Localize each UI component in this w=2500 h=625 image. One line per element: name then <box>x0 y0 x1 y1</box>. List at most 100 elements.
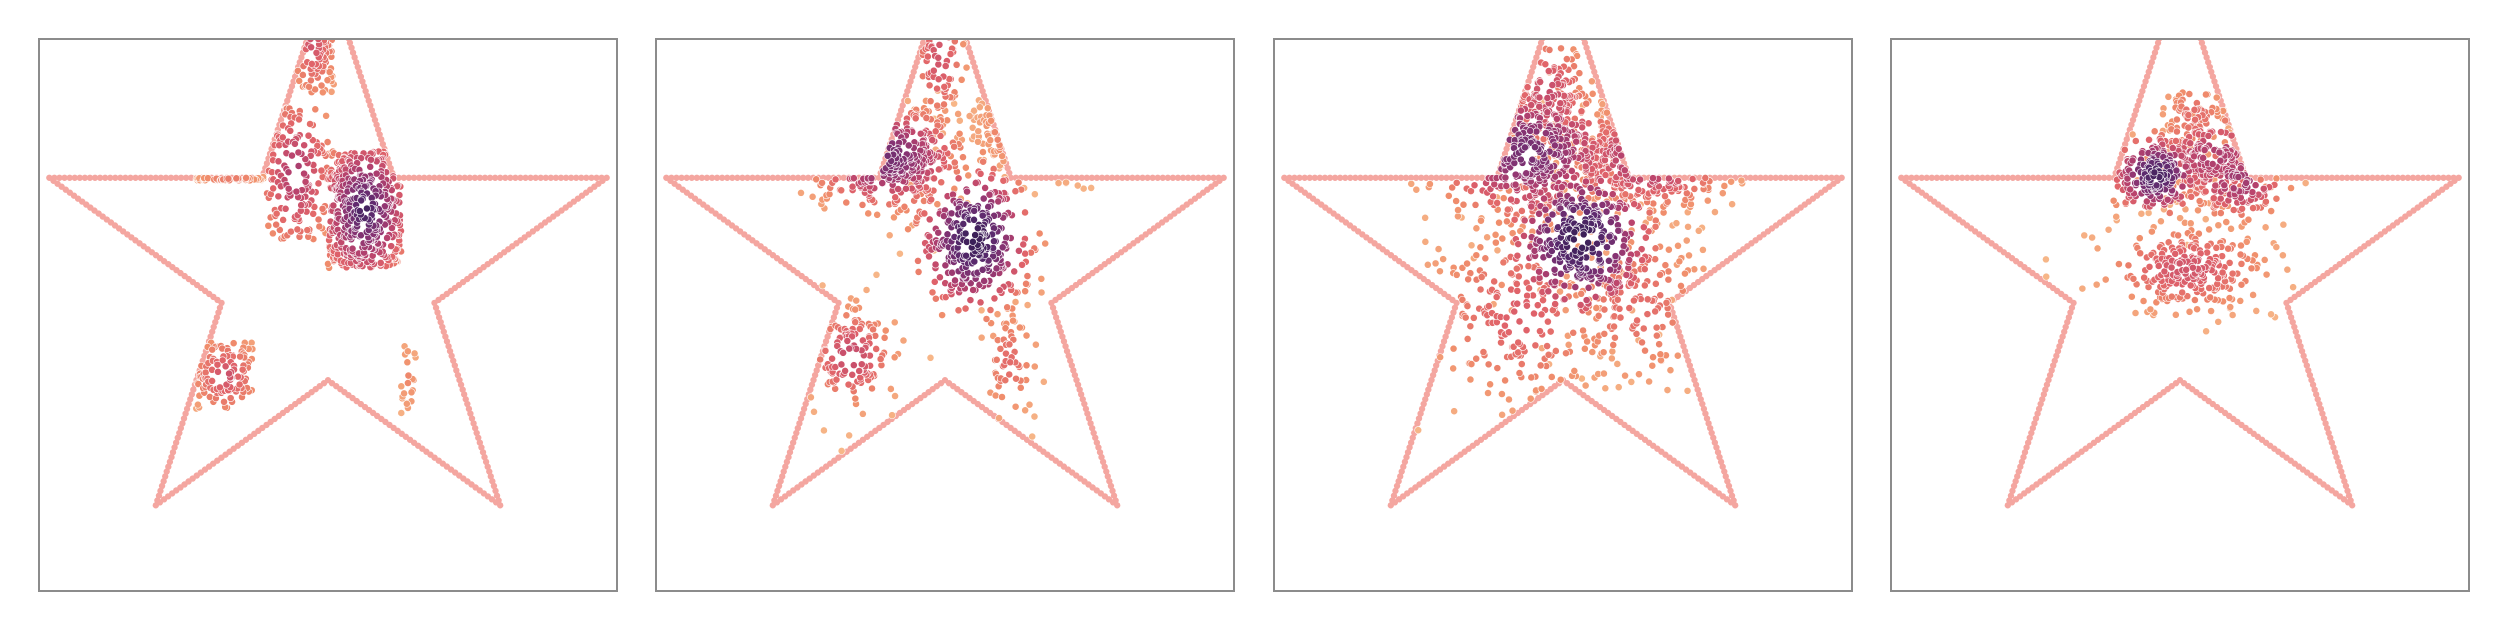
scatter-point <box>1577 289 1586 298</box>
boundary-point <box>1708 429 1715 437</box>
scatter-point <box>1614 226 1623 235</box>
boundary-point <box>441 174 448 181</box>
boundary-point <box>182 410 189 417</box>
scatter-point <box>1514 272 1523 281</box>
scatter-point <box>1481 254 1490 263</box>
boundary-point <box>1534 49 1542 56</box>
scatter-point <box>1703 196 1712 205</box>
boundary-point <box>216 304 224 311</box>
scatter-point <box>1467 187 1475 195</box>
boundary-point <box>1078 174 1085 181</box>
scatter-point <box>307 43 315 52</box>
scatter-point <box>990 294 999 303</box>
scatter-point <box>269 184 278 193</box>
scatter-point <box>357 196 366 205</box>
scatter-point <box>214 367 222 376</box>
scatter-point <box>1610 322 1618 331</box>
scatter-point <box>1037 274 1046 283</box>
boundary-point <box>965 44 972 51</box>
scatter-point <box>1605 256 1613 265</box>
boundary-point <box>779 174 787 181</box>
boundary-point <box>673 174 680 181</box>
scatter-point <box>1023 272 1032 280</box>
boundary-point <box>1098 174 1106 181</box>
boundary-point <box>698 174 706 181</box>
scatter-point <box>1452 178 1461 187</box>
scatter-point <box>1581 381 1590 390</box>
scatter-point <box>2201 215 2210 224</box>
boundary-point <box>522 174 529 181</box>
scatter-point <box>858 201 867 209</box>
scatter-point <box>295 77 304 85</box>
boundary-point <box>1948 174 1956 181</box>
boundary-point <box>479 449 487 456</box>
boundary-point <box>1311 174 1319 181</box>
boundary-point <box>598 174 605 181</box>
boundary-point <box>212 318 219 326</box>
boundary-point <box>1423 391 1431 398</box>
boundary-point <box>788 444 795 451</box>
scatter-point <box>1551 292 1560 301</box>
scatter-point <box>372 169 381 178</box>
scatter-point <box>229 339 238 348</box>
boundary-point <box>2341 478 2348 485</box>
boundary-point <box>209 328 216 335</box>
scatter-point <box>1499 194 1508 203</box>
boundary-point <box>183 405 191 413</box>
boundary-point <box>176 429 183 437</box>
scatter-point <box>999 176 1008 185</box>
scatter-point <box>1489 192 1497 201</box>
scatter-point <box>1564 340 1573 349</box>
scatter-point <box>952 60 961 69</box>
boundary-point <box>793 429 800 437</box>
scatter-point <box>890 353 899 362</box>
boundary-point <box>1414 420 1421 427</box>
boundary-point <box>1923 174 1930 181</box>
boundary-point <box>840 174 847 181</box>
scatter-point <box>323 138 332 146</box>
boundary-point <box>1052 314 1060 321</box>
boundary-point <box>1006 169 1013 177</box>
boundary-point <box>1918 174 1925 181</box>
boundary-point <box>2302 357 2309 364</box>
scatter-point <box>1030 362 1039 371</box>
scatter-point <box>916 129 925 138</box>
scatter-point <box>1651 255 1660 264</box>
scatter-point <box>891 193 900 202</box>
scatter-point <box>2078 284 2087 293</box>
boundary-point <box>349 49 357 56</box>
boundary-point <box>1054 318 1061 326</box>
scatter-point <box>1561 306 1570 315</box>
boundary-point <box>2208 68 2215 76</box>
scatter-point <box>279 216 287 224</box>
boundary-point <box>2143 73 2151 80</box>
scatter-point <box>1512 280 1521 288</box>
scatter-point <box>2144 209 2153 217</box>
scatter-point <box>946 50 955 58</box>
boundary-point <box>1448 174 1455 181</box>
scatter-point <box>961 229 970 238</box>
scatter-point <box>1073 181 1082 190</box>
boundary-point <box>454 371 462 379</box>
scatter-point <box>278 133 287 142</box>
boundary-point <box>162 174 170 181</box>
boundary-point <box>2035 405 2043 413</box>
boundary-point <box>517 174 524 181</box>
boundary-point <box>476 174 484 181</box>
boundary-point <box>1597 87 1604 95</box>
scatter-point <box>981 184 989 192</box>
scatter-point <box>855 367 864 375</box>
scatter-point <box>2228 311 2237 319</box>
boundary-point <box>537 174 544 181</box>
boundary-point <box>713 174 721 181</box>
boundary-point <box>1592 73 1600 80</box>
boundary-point <box>2153 44 2160 51</box>
boundary-point <box>285 92 293 100</box>
scatter-point <box>1599 295 1608 304</box>
boundary-point <box>1098 453 1105 461</box>
boundary-point <box>1409 434 1416 441</box>
scatter-point <box>1592 304 1601 312</box>
boundary-point <box>789 174 797 181</box>
scatter-point <box>1436 353 1445 362</box>
scatter-point <box>323 76 332 85</box>
